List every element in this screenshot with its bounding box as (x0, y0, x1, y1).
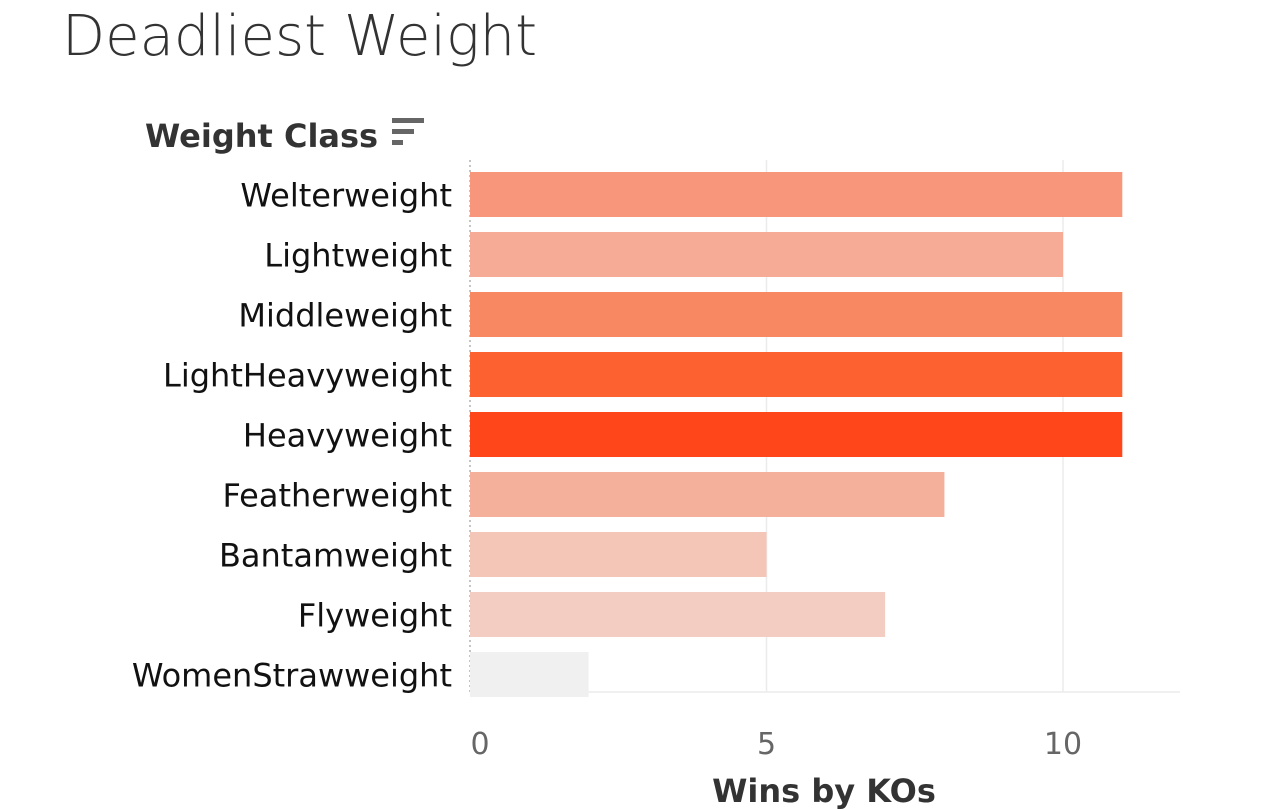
bar-womenstrawweight[interactable] (470, 652, 589, 697)
bars (470, 172, 1123, 697)
bar-featherweight[interactable] (470, 472, 945, 517)
category-label: Heavyweight (243, 417, 452, 455)
category-label: Flyweight (298, 597, 452, 635)
x-tick-label: 5 (757, 727, 776, 762)
bar-bantamweight[interactable] (470, 532, 767, 577)
x-ticks: 0 5 10 (470, 727, 1082, 762)
bar-flyweight[interactable] (470, 592, 886, 637)
x-tick-label: 10 (1044, 727, 1082, 762)
x-axis-title: Wins by KOs (712, 772, 936, 809)
bar-lightweight[interactable] (470, 232, 1063, 277)
row-header: Weight Class (145, 116, 425, 156)
sort-descending-icon[interactable] (392, 116, 425, 156)
category-label: Middleweight (238, 297, 452, 335)
category-label: WomenStrawweight (132, 657, 452, 695)
bar-middleweight[interactable] (470, 292, 1123, 337)
category-label: LightHeavyweight (163, 357, 452, 395)
bar-welterweight[interactable] (470, 172, 1123, 217)
category-label: Welterweight (240, 177, 452, 215)
bar-heavyweight[interactable] (470, 412, 1123, 457)
category-label: Featherweight (222, 477, 452, 515)
row-header-label: Weight Class (145, 117, 379, 155)
chart-title: Deadliest Weight (62, 4, 538, 69)
category-label: Bantamweight (219, 537, 452, 575)
category-labels: Welterweight Lightweight Middleweight Light… (132, 177, 452, 695)
bar-lightheavyweight[interactable] (470, 352, 1123, 397)
x-tick-label: 0 (470, 727, 489, 762)
category-label: Lightweight (264, 237, 452, 275)
